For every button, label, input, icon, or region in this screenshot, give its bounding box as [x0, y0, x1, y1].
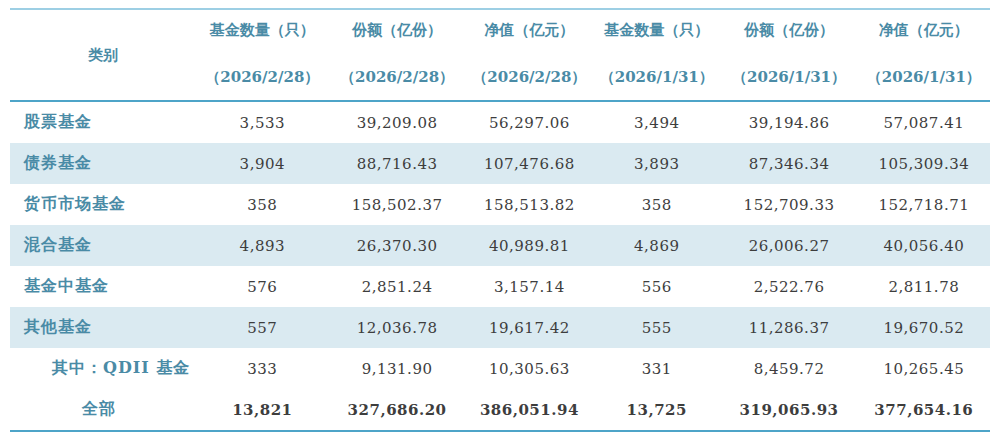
header-category: 类别: [10, 9, 196, 101]
header-col-shares-feb: 份额（亿份） （2026/2/28）: [328, 9, 465, 101]
header-title: 基金数量（只）: [196, 23, 328, 38]
value-cell: 358: [593, 184, 720, 225]
value-cell: 576: [196, 266, 328, 307]
value-cell: 386,051.94: [466, 389, 593, 431]
header-col-fund-count-feb: 基金数量（只） （2026/2/28）: [196, 9, 328, 101]
category-cell: 全部: [10, 389, 196, 431]
table-header: 类别 基金数量（只） （2026/2/28） 份额（亿份） （2026/2/28…: [10, 9, 990, 101]
table-row-mixed-funds: 混合基金 4,893 26,370.30 40,989.81 4,869 26,…: [10, 225, 990, 266]
header-col-nav-jan: 净值（亿元） （2026/1/31）: [858, 9, 990, 101]
value-cell: 3,157.14: [466, 266, 593, 307]
value-cell: 13,725: [593, 389, 720, 431]
value-cell: 12,036.78: [328, 307, 465, 348]
value-cell: 8,459.72: [720, 348, 857, 389]
category-cell: 债券基金: [10, 143, 196, 184]
value-cell: 557: [196, 307, 328, 348]
header-date: （2026/2/28）: [196, 70, 328, 85]
value-cell: 10,265.45: [858, 348, 990, 389]
header-row: 类别 基金数量（只） （2026/2/28） 份额（亿份） （2026/2/28…: [10, 9, 990, 101]
value-cell: 556: [593, 266, 720, 307]
value-cell: 11,286.37: [720, 307, 857, 348]
table-row-bond-funds: 债券基金 3,904 88,716.43 107,476.68 3,893 87…: [10, 143, 990, 184]
header-title: 净值（亿元）: [858, 23, 990, 38]
value-cell: 39,194.86: [720, 101, 857, 143]
header-title: 净值（亿元）: [466, 23, 593, 38]
header-title: 份额（亿份）: [720, 23, 857, 38]
value-cell: 13,821: [196, 389, 328, 431]
table-row-fund-of-funds: 基金中基金 576 2,851.24 3,157.14 556 2,522.76…: [10, 266, 990, 307]
value-cell: 57,087.41: [858, 101, 990, 143]
header-category-label: 类别: [88, 46, 118, 64]
header-col-shares-jan: 份额（亿份） （2026/1/31）: [720, 9, 857, 101]
value-cell: 9,131.90: [328, 348, 465, 389]
header-title: 基金数量（只）: [593, 23, 720, 38]
header-col-fund-count-jan: 基金数量（只） （2026/1/31）: [593, 9, 720, 101]
category-cell: 基金中基金: [10, 266, 196, 307]
value-cell: 555: [593, 307, 720, 348]
value-cell: 40,989.81: [466, 225, 593, 266]
value-cell: 56,297.06: [466, 101, 593, 143]
header-title: 份额（亿份）: [328, 23, 465, 38]
table-row-total: 全部 13,821 327,686.20 386,051.94 13,725 3…: [10, 389, 990, 431]
category-cell: 其中：QDII 基金: [10, 348, 196, 389]
value-cell: 319,065.93: [720, 389, 857, 431]
document-page: 类别 基金数量（只） （2026/2/28） 份额（亿份） （2026/2/28…: [0, 0, 1000, 443]
value-cell: 3,893: [593, 143, 720, 184]
value-cell: 26,370.30: [328, 225, 465, 266]
value-cell: 3,494: [593, 101, 720, 143]
value-cell: 333: [196, 348, 328, 389]
value-cell: 377,654.16: [858, 389, 990, 431]
value-cell: 358: [196, 184, 328, 225]
value-cell: 105,309.34: [858, 143, 990, 184]
category-cell: 货币市场基金: [10, 184, 196, 225]
value-cell: 152,709.33: [720, 184, 857, 225]
value-cell: 107,476.68: [466, 143, 593, 184]
value-cell: 331: [593, 348, 720, 389]
value-cell: 2,851.24: [328, 266, 465, 307]
value-cell: 2,522.76: [720, 266, 857, 307]
value-cell: 158,513.82: [466, 184, 593, 225]
header-date: （2026/2/28）: [466, 70, 593, 85]
value-cell: 19,670.52: [858, 307, 990, 348]
value-cell: 10,305.63: [466, 348, 593, 389]
header-date: （2026/1/31）: [720, 70, 857, 85]
table-row-stock-funds: 股票基金 3,533 39,209.08 56,297.06 3,494 39,…: [10, 101, 990, 143]
value-cell: 158,502.37: [328, 184, 465, 225]
table-row-qdii-funds: 其中：QDII 基金 333 9,131.90 10,305.63 331 8,…: [10, 348, 990, 389]
value-cell: 39,209.08: [328, 101, 465, 143]
table-row-other-funds: 其他基金 557 12,036.78 19,617.42 555 11,286.…: [10, 307, 990, 348]
value-cell: 3,904: [196, 143, 328, 184]
fund-statistics-table: 类别 基金数量（只） （2026/2/28） 份额（亿份） （2026/2/28…: [10, 8, 990, 432]
value-cell: 152,718.71: [858, 184, 990, 225]
value-cell: 87,346.34: [720, 143, 857, 184]
value-cell: 19,617.42: [466, 307, 593, 348]
header-date: （2026/2/28）: [328, 70, 465, 85]
value-cell: 40,056.40: [858, 225, 990, 266]
category-cell: 股票基金: [10, 101, 196, 143]
value-cell: 4,893: [196, 225, 328, 266]
value-cell: 2,811.78: [858, 266, 990, 307]
category-cell: 其他基金: [10, 307, 196, 348]
header-date: （2026/1/31）: [858, 70, 990, 85]
header-date: （2026/1/31）: [593, 70, 720, 85]
value-cell: 26,006.27: [720, 225, 857, 266]
value-cell: 327,686.20: [328, 389, 465, 431]
value-cell: 88,716.43: [328, 143, 465, 184]
value-cell: 3,533: [196, 101, 328, 143]
table-row-money-market-funds: 货币市场基金 358 158,502.37 158,513.82 358 152…: [10, 184, 990, 225]
fund-statistics-table-wrap: 类别 基金数量（只） （2026/2/28） 份额（亿份） （2026/2/28…: [10, 8, 990, 432]
category-cell: 混合基金: [10, 225, 196, 266]
header-col-nav-feb: 净值（亿元） （2026/2/28）: [466, 9, 593, 101]
table-body: 股票基金 3,533 39,209.08 56,297.06 3,494 39,…: [10, 101, 990, 431]
value-cell: 4,869: [593, 225, 720, 266]
